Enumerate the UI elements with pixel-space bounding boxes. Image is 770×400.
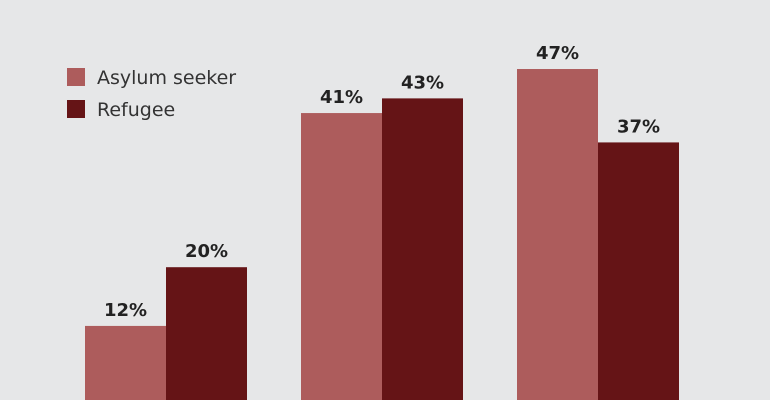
value-label: 43% xyxy=(401,72,444,93)
bar xyxy=(382,98,463,400)
bar xyxy=(85,325,166,400)
legend-swatch xyxy=(67,100,85,118)
value-label: 37% xyxy=(617,116,660,137)
bar xyxy=(166,267,247,400)
legend-label: Refugee xyxy=(97,99,175,121)
bar xyxy=(598,142,679,400)
value-label: 47% xyxy=(536,43,579,64)
legend-swatch xyxy=(67,68,85,86)
value-label: 41% xyxy=(320,87,363,108)
bar xyxy=(301,113,382,400)
value-label: 20% xyxy=(185,241,228,262)
value-label: 12% xyxy=(104,300,147,321)
bar xyxy=(517,69,598,400)
legend-label: Asylum seeker xyxy=(97,67,236,89)
